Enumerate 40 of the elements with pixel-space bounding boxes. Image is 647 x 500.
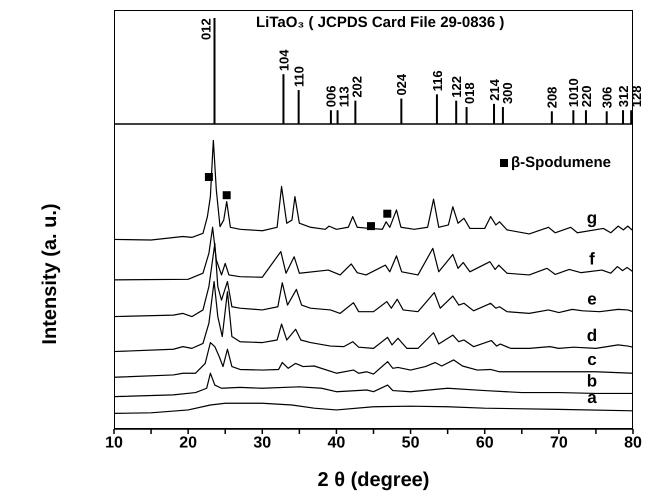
x-tick-label: 40 <box>328 434 346 452</box>
series-label: d <box>586 326 598 346</box>
annotation: 116 <box>430 70 445 92</box>
annotation: 122 <box>449 76 464 98</box>
annotation: 104 <box>276 48 292 72</box>
point <box>204 172 213 181</box>
annotation: 018 <box>462 82 478 104</box>
annotation: 220 <box>579 86 594 108</box>
annotation: 012 <box>198 18 214 40</box>
annotation: 312 <box>616 86 631 108</box>
series-label: b <box>586 371 598 390</box>
series-label: g <box>586 208 598 228</box>
point <box>222 191 231 200</box>
annotation: 208 <box>544 86 560 108</box>
annotation: 006 <box>324 86 339 108</box>
annotation: 202 <box>350 76 365 98</box>
legend-label: β-Spodumene <box>511 154 611 171</box>
x-tick-label: 80 <box>624 434 642 452</box>
annotation: 110 <box>291 66 306 88</box>
series-label: f <box>589 249 596 268</box>
y-axis-title: Intensity (a. u.) <box>39 203 61 345</box>
point <box>366 222 375 230</box>
annotation: 113 <box>336 86 352 108</box>
annotation: 306 <box>600 86 615 108</box>
series-label: e <box>587 289 597 308</box>
x-axis-title: 2 θ (degree) <box>318 469 430 491</box>
x-tick-label: 20 <box>179 434 198 452</box>
x-tick-label: 70 <box>550 434 568 452</box>
x-tick-label: 50 <box>402 434 420 452</box>
series-label: a <box>587 388 598 407</box>
annotation: 300 <box>500 82 515 104</box>
series-label: c <box>587 350 597 369</box>
point <box>383 210 392 218</box>
x-tick-label: 10 <box>105 434 123 452</box>
chart-title: LiTaO₃ ( JCPDS Card File 29-0836 ) <box>256 14 504 31</box>
annotation: 1010 <box>566 78 582 108</box>
x-tick-label: 30 <box>253 434 272 452</box>
annotation: 024 <box>394 73 410 96</box>
annotation: 214 <box>486 78 502 101</box>
x-tick-label: 60 <box>476 434 494 452</box>
